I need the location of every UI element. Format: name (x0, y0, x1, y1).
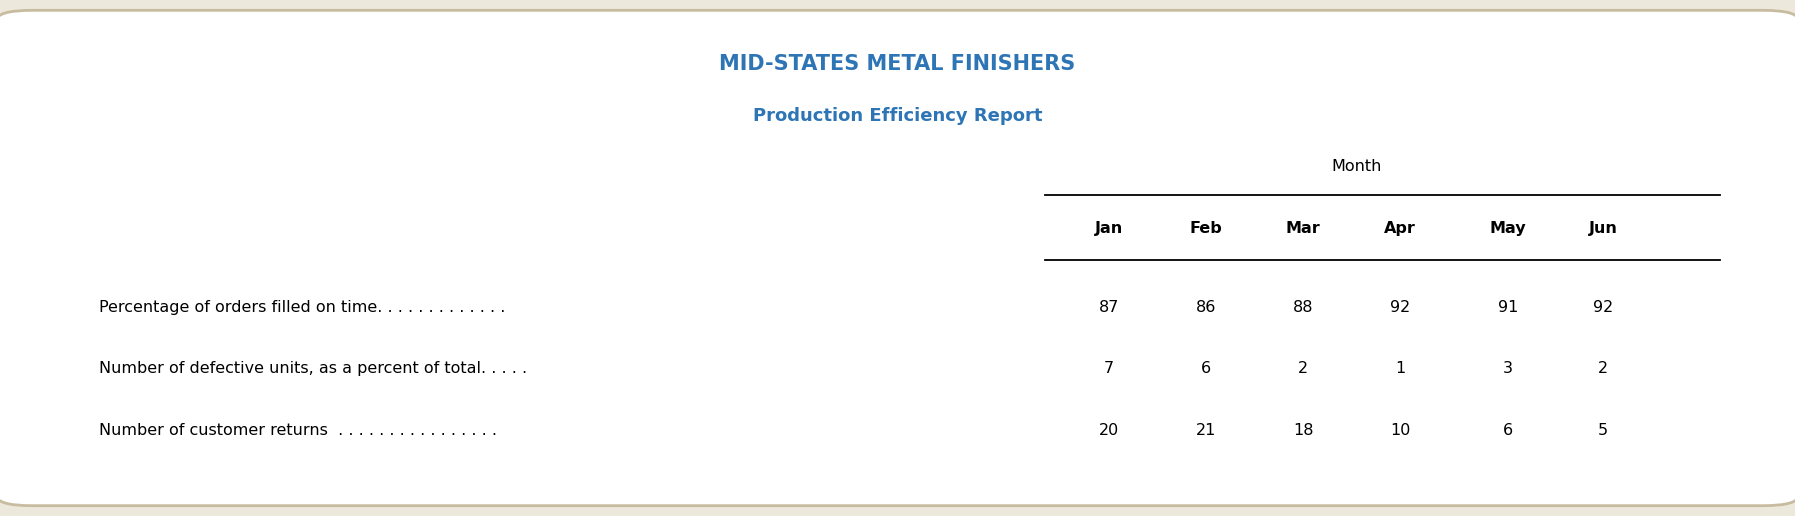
Text: 18: 18 (1292, 423, 1314, 439)
Text: Number of customer returns  . . . . . . . . . . . . . . . .: Number of customer returns . . . . . . .… (99, 423, 497, 439)
Text: Jan: Jan (1095, 220, 1124, 236)
Text: MID-STATES METAL FINISHERS: MID-STATES METAL FINISHERS (720, 55, 1075, 74)
Text: Number of defective units, as a percent of total. . . . .: Number of defective units, as a percent … (99, 361, 528, 377)
Text: Month: Month (1330, 158, 1382, 174)
Text: 92: 92 (1389, 299, 1411, 315)
Text: Feb: Feb (1190, 220, 1222, 236)
Text: 21: 21 (1195, 423, 1217, 439)
Text: Mar: Mar (1285, 220, 1321, 236)
Text: May: May (1490, 220, 1526, 236)
Text: 1: 1 (1395, 361, 1405, 377)
Text: Jun: Jun (1589, 220, 1617, 236)
Text: 2: 2 (1598, 361, 1608, 377)
Text: Production Efficiency Report: Production Efficiency Report (752, 107, 1043, 125)
Text: Apr: Apr (1384, 220, 1416, 236)
Text: 87: 87 (1099, 299, 1120, 315)
Text: 88: 88 (1292, 299, 1314, 315)
Text: 20: 20 (1099, 423, 1120, 439)
Text: 86: 86 (1195, 299, 1217, 315)
Text: 6: 6 (1502, 423, 1513, 439)
Text: Percentage of orders filled on time. . . . . . . . . . . . .: Percentage of orders filled on time. . .… (99, 299, 504, 315)
Text: 92: 92 (1592, 299, 1614, 315)
Text: 10: 10 (1389, 423, 1411, 439)
FancyBboxPatch shape (0, 10, 1795, 506)
Text: 6: 6 (1201, 361, 1212, 377)
Text: 7: 7 (1104, 361, 1115, 377)
Text: 2: 2 (1298, 361, 1309, 377)
Text: 91: 91 (1497, 299, 1519, 315)
Text: 3: 3 (1502, 361, 1513, 377)
Text: 5: 5 (1598, 423, 1608, 439)
